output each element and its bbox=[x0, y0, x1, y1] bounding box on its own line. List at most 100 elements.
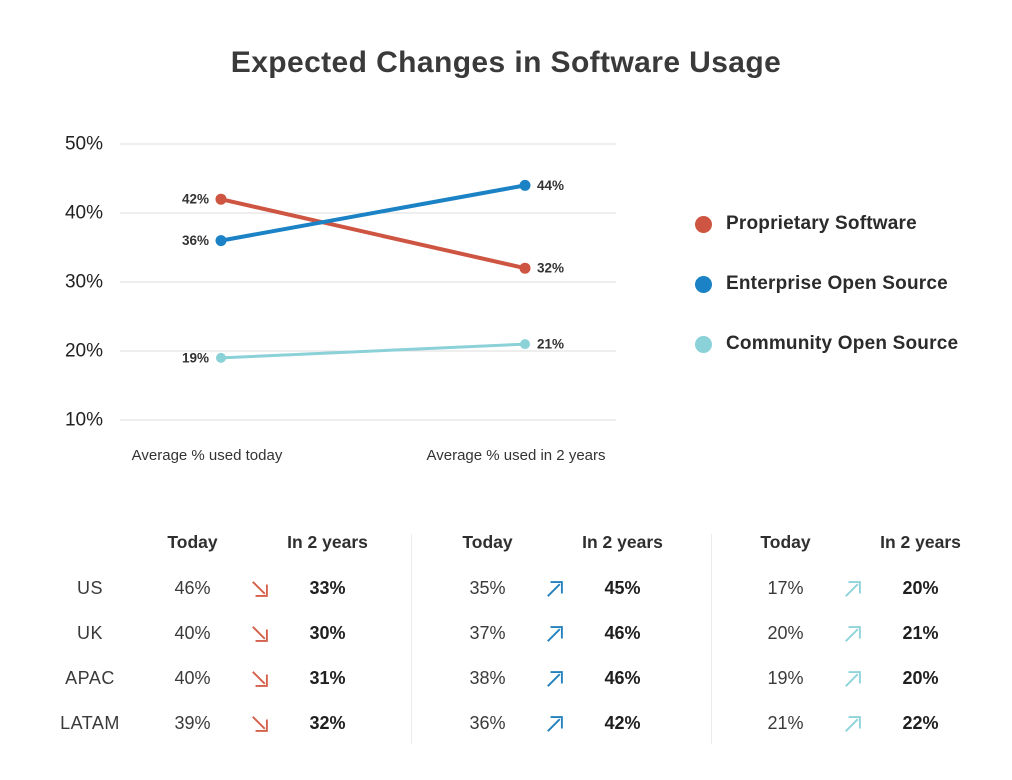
table-divider bbox=[711, 534, 712, 744]
legend-label: Proprietary Software bbox=[726, 213, 917, 234]
legend-item-proprietary: Proprietary Software bbox=[695, 210, 958, 238]
future-value: 32% bbox=[309, 713, 346, 733]
trend-up-icon bbox=[540, 579, 570, 599]
region-label: US bbox=[76, 578, 103, 598]
today-value: 35% bbox=[469, 578, 506, 598]
future-value: 33% bbox=[309, 578, 346, 598]
region-label: UK bbox=[76, 623, 103, 643]
col-header-today: Today bbox=[760, 531, 811, 552]
col-header-today: Today bbox=[167, 531, 218, 552]
legend-dot-icon bbox=[695, 335, 712, 353]
future-value: 20% bbox=[902, 578, 939, 598]
table-header: Today In 2 years bbox=[733, 524, 973, 560]
today-value: 36% bbox=[469, 713, 506, 733]
chart-legend: Proprietary Software Enterprise Open Sou… bbox=[695, 210, 958, 358]
table-row: 39% 32% bbox=[140, 701, 380, 746]
trend-up-icon bbox=[838, 624, 868, 644]
today-value: 46% bbox=[174, 578, 211, 598]
table-proprietary: Today In 2 years 46% 33% 40% 30% 40% 31% 39% 32… bbox=[140, 524, 380, 746]
table-enterprise: Today In 2 years 35% 45% 37% 46% 38% 46% 36% 42… bbox=[435, 524, 675, 746]
trend-down-icon bbox=[245, 624, 275, 644]
future-value: 46% bbox=[604, 623, 641, 643]
y-tick-label: 10% bbox=[65, 410, 103, 431]
table-body: 35% 45% 37% 46% 38% 46% 36% 42% bbox=[435, 566, 675, 746]
table-row: 46% 33% bbox=[140, 566, 380, 611]
table-row: 20% 21% bbox=[733, 611, 973, 656]
series-line bbox=[219, 183, 527, 243]
table-row: 40% 31% bbox=[140, 656, 380, 701]
future-value: 45% bbox=[604, 578, 641, 598]
legend-dot-icon bbox=[695, 215, 712, 233]
legend-dot-icon bbox=[695, 275, 712, 293]
y-tick-label: 20% bbox=[65, 341, 103, 362]
trend-up-icon bbox=[838, 669, 868, 689]
table-body: 46% 33% 40% 30% 40% 31% 39% 32% bbox=[140, 566, 380, 746]
future-value: 21% bbox=[902, 623, 939, 643]
future-value: 31% bbox=[309, 668, 346, 688]
legend-label: Community Open Source bbox=[726, 333, 959, 354]
table-header: Today In 2 years bbox=[435, 524, 675, 560]
trend-up-icon bbox=[838, 714, 868, 734]
trend-up-icon bbox=[540, 714, 570, 734]
table-row: 35% 45% bbox=[435, 566, 675, 611]
today-value: 38% bbox=[469, 668, 506, 688]
series-line bbox=[219, 197, 527, 271]
legend-label: Enterprise Open Source bbox=[726, 273, 948, 294]
table-row: 17% 20% bbox=[733, 566, 973, 611]
page-title: Expected Changes in Software Usage bbox=[230, 46, 782, 79]
point-label: 42% bbox=[182, 192, 209, 207]
trend-up-icon bbox=[540, 669, 570, 689]
table-row: 40% 30% bbox=[140, 611, 380, 656]
slope-chart-svg: 50% 40% 30% 20% 10% 42% 32% 36% 44% 19% 21% bbox=[65, 134, 616, 431]
y-tick-label: 50% bbox=[65, 134, 103, 155]
data-point bbox=[215, 235, 227, 247]
today-value: 21% bbox=[767, 713, 804, 733]
today-value: 17% bbox=[767, 578, 804, 598]
data-point bbox=[215, 193, 227, 205]
region-label: APAC bbox=[65, 668, 115, 688]
today-value: 39% bbox=[174, 713, 211, 733]
future-value: 20% bbox=[902, 668, 939, 688]
data-point bbox=[519, 262, 531, 274]
today-value: 20% bbox=[767, 623, 804, 643]
col-header-future: In 2 years bbox=[880, 531, 961, 552]
x-axis-label-future: Average % used in 2 years bbox=[426, 447, 606, 464]
table-row: 21% 22% bbox=[733, 701, 973, 746]
today-value: 40% bbox=[174, 668, 211, 688]
legend-item-community: Community Open Source bbox=[695, 330, 958, 358]
region-labels: US UK APAC LATAM bbox=[40, 566, 140, 746]
x-axis-label-today: Average % used today bbox=[131, 447, 283, 464]
future-value: 42% bbox=[604, 713, 641, 733]
today-value: 40% bbox=[174, 623, 211, 643]
region-label: LATAM bbox=[60, 713, 120, 733]
future-value: 22% bbox=[902, 713, 939, 733]
slope-chart: 50% 40% 30% 20% 10% 42% 32% 36% 44% 19% 21% bbox=[0, 120, 660, 470]
data-point bbox=[519, 179, 531, 191]
point-label: 36% bbox=[182, 233, 209, 248]
col-header-today: Today bbox=[462, 531, 513, 552]
data-point bbox=[216, 352, 226, 363]
trend-down-icon bbox=[245, 669, 275, 689]
point-label: 19% bbox=[182, 350, 209, 365]
future-value: 46% bbox=[604, 668, 641, 688]
trend-down-icon bbox=[245, 579, 275, 599]
data-point bbox=[520, 339, 530, 350]
point-label: 21% bbox=[537, 337, 564, 352]
y-tick-label: 30% bbox=[65, 272, 103, 293]
col-header-future: In 2 years bbox=[582, 531, 663, 552]
table-row: 36% 42% bbox=[435, 701, 675, 746]
point-label: 44% bbox=[537, 178, 564, 193]
trend-up-icon bbox=[540, 624, 570, 644]
table-community: Today In 2 years 17% 20% 20% 21% 19% 20% 21% 22… bbox=[733, 524, 973, 746]
table-row: 38% 46% bbox=[435, 656, 675, 701]
today-value: 19% bbox=[767, 668, 804, 688]
y-tick-label: 40% bbox=[65, 203, 103, 224]
series-line bbox=[219, 342, 527, 360]
trend-down-icon bbox=[245, 714, 275, 734]
table-header: Today In 2 years bbox=[140, 524, 380, 560]
table-body: 17% 20% 20% 21% 19% 20% 21% 22% bbox=[733, 566, 973, 746]
legend-item-enterprise: Enterprise Open Source bbox=[695, 270, 958, 298]
table-row: 19% 20% bbox=[733, 656, 973, 701]
col-header-future: In 2 years bbox=[287, 531, 368, 552]
